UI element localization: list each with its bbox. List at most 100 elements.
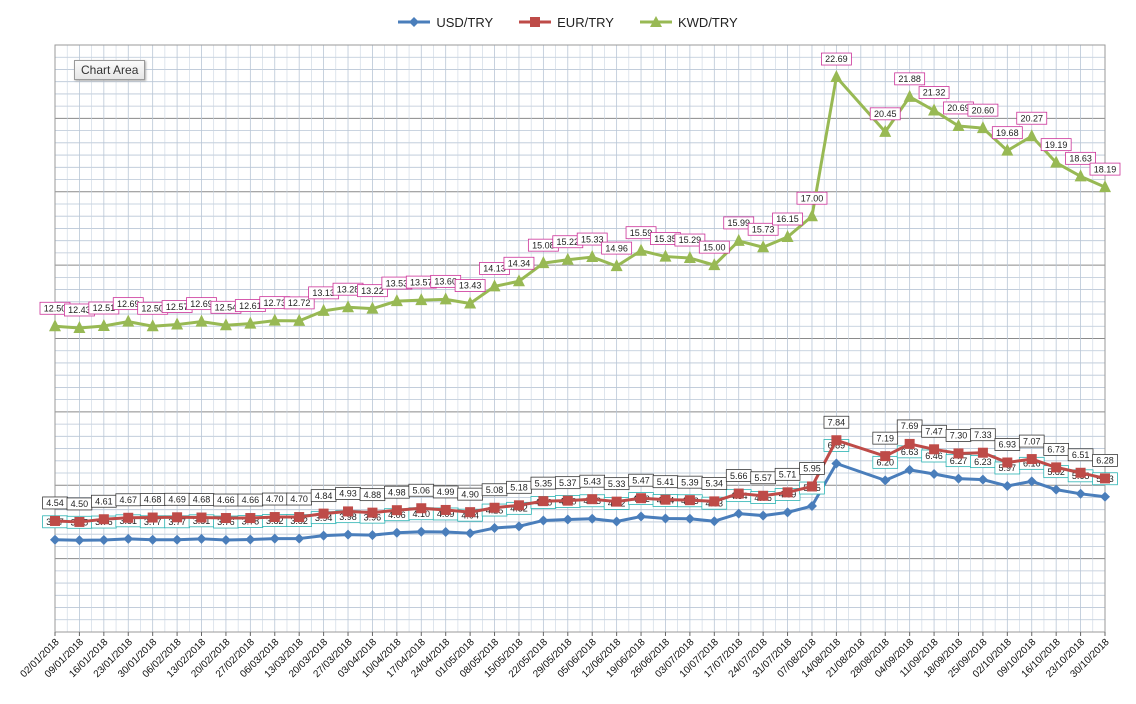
data-point — [488, 279, 501, 292]
data-label: 12.51 — [93, 303, 116, 313]
data-point — [269, 512, 280, 523]
data-point — [1001, 143, 1014, 156]
data-label: 14.34 — [508, 258, 531, 268]
series-eur-try: 4.54 4.50 4.61 4.67 4.68 4.69 4.68 4.66 4.66 4.70… — [42, 415, 1118, 527]
data-label: 15.33 — [581, 234, 604, 244]
data-point — [73, 320, 86, 333]
data-label: 20.69 — [947, 103, 970, 113]
data-point — [782, 487, 793, 498]
data-label: 5.39 — [681, 477, 699, 487]
data-point — [561, 252, 574, 265]
data-label: 5.37 — [559, 478, 577, 488]
data-point — [50, 534, 60, 545]
data-label: 5.66 — [730, 471, 748, 481]
data-label: 15.08 — [532, 240, 555, 250]
data-label: 4.70 — [266, 494, 284, 504]
data-point — [1026, 476, 1037, 487]
data-point — [952, 118, 965, 131]
data-label: 4.66 — [217, 495, 235, 505]
data-label: 12.50 — [141, 303, 164, 313]
data-label: 12.61 — [239, 301, 262, 311]
data-label: 5.41 — [657, 477, 675, 487]
data-label: 5.18 — [510, 483, 528, 493]
data-label: 4.69 — [168, 494, 186, 504]
data-point — [781, 229, 794, 242]
data-point — [513, 521, 524, 532]
data-label: 15.59 — [630, 228, 653, 238]
plot-area — [54, 44, 1106, 633]
data-label: 4.68 — [144, 495, 162, 505]
data-point — [366, 301, 379, 314]
data-label-box — [747, 222, 779, 236]
data-point — [489, 502, 500, 513]
data-label: 16.15 — [776, 214, 799, 224]
data-label: 13.22 — [361, 286, 384, 296]
data-point — [977, 474, 988, 485]
data-point — [343, 529, 354, 540]
data-label: 14.13 — [483, 264, 506, 274]
data-label: 6.20 — [876, 458, 894, 468]
data-point — [587, 494, 598, 505]
data-label: 6.46 — [925, 451, 943, 461]
data-point — [268, 313, 281, 326]
data-point — [50, 515, 60, 526]
data-label: 6.73 — [1047, 445, 1065, 455]
legend-usd-label: USD/TRY — [436, 14, 494, 30]
data-label: 6.51 — [1072, 450, 1090, 460]
data-point — [196, 533, 207, 544]
data-point — [929, 468, 940, 479]
data-point — [683, 251, 696, 264]
data-label: 12.50 — [44, 303, 67, 313]
data-label: 5.95 — [803, 464, 821, 474]
data-label-box — [796, 191, 828, 205]
data-label-box — [1018, 434, 1045, 448]
data-point — [611, 516, 622, 527]
data-point — [684, 513, 695, 524]
data-label: 22.69 — [825, 54, 848, 64]
data-label-box — [967, 103, 999, 117]
data-label: 4.88 — [364, 490, 382, 500]
data-label-box — [503, 256, 535, 270]
data-label: 14.96 — [605, 243, 628, 253]
data-label-box — [1092, 454, 1118, 467]
data-point — [440, 526, 451, 537]
legend-item-kwd: KWD/TRY — [639, 10, 738, 34]
data-label: 13.43 — [459, 281, 482, 291]
data-label: 5.34 — [706, 479, 724, 489]
data-point — [976, 121, 989, 134]
data-point — [562, 514, 573, 525]
data-label: 15.35 — [654, 234, 677, 244]
data-label: 13.57 — [410, 277, 433, 287]
data-point — [391, 527, 402, 538]
data-point — [611, 496, 622, 507]
data-point — [489, 523, 500, 534]
data-point — [390, 294, 403, 307]
data-label-box — [576, 232, 608, 246]
data-point — [1002, 480, 1013, 491]
data-label: 7.19 — [876, 433, 894, 443]
data-label-box — [820, 52, 852, 66]
data-point — [1075, 467, 1086, 478]
data-point — [416, 526, 427, 537]
data-label: 20.27 — [1020, 113, 1043, 123]
data-point — [953, 448, 964, 459]
data-point — [831, 435, 842, 446]
data-point — [147, 512, 158, 523]
data-point — [146, 319, 159, 332]
data-point — [97, 319, 110, 332]
data-point — [317, 303, 330, 316]
data-label: 4.93 — [339, 489, 357, 499]
data-label: 4.68 — [193, 495, 211, 505]
data-label: 6.63 — [901, 447, 919, 457]
data-point — [1075, 488, 1086, 499]
data-point — [147, 534, 158, 545]
data-point — [74, 516, 85, 527]
data-point — [684, 495, 695, 506]
data-point — [636, 493, 647, 504]
data-label-box — [283, 296, 315, 310]
legend-kwd-label: KWD/TRY — [677, 14, 738, 30]
data-point — [465, 528, 476, 539]
data-point — [294, 533, 305, 544]
data-label: 13.28 — [337, 284, 360, 294]
